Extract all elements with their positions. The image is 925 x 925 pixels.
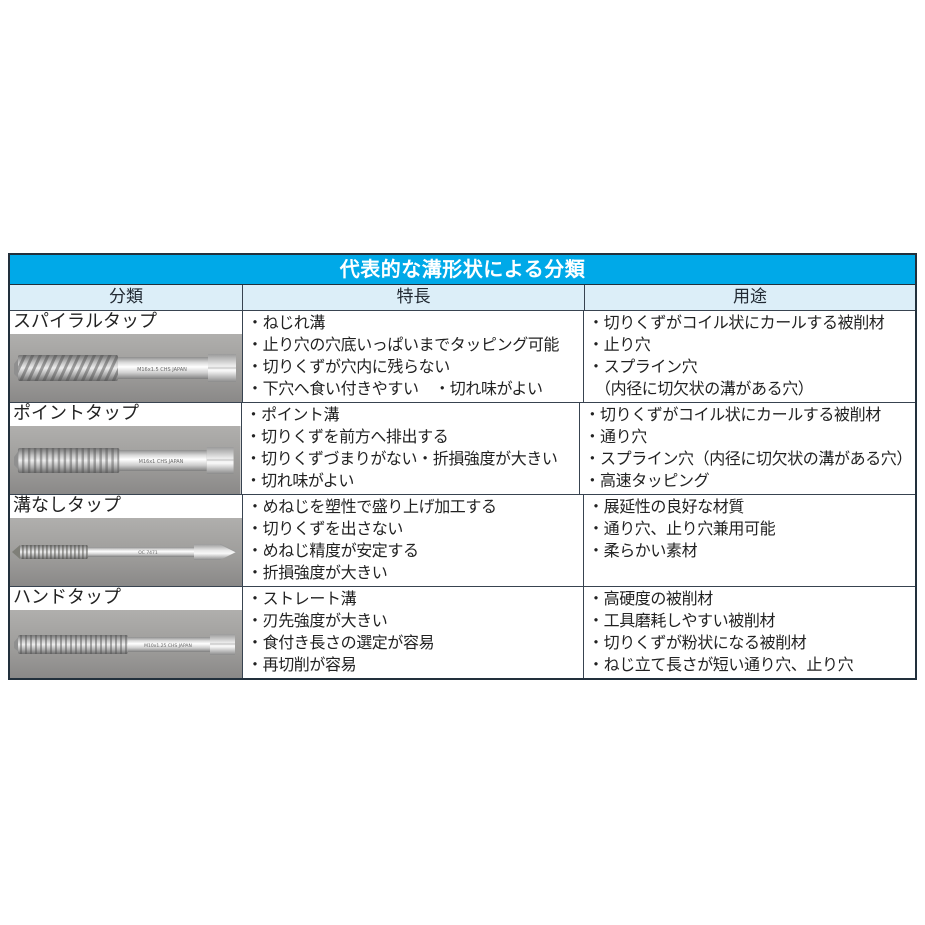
- table-row-point-tap: ポイントタップ M16x1: [10, 403, 915, 495]
- application-line: ・切りくずがコイル状にカールする被削材: [588, 313, 885, 332]
- column-header-row: 分類 特長 用途: [10, 285, 915, 311]
- tap-marking-text: M16x1.5 CHS JAPAN: [137, 367, 187, 373]
- application-line: ・高速タッピング: [584, 471, 710, 490]
- application-line: ・通り穴: [584, 427, 647, 446]
- feature-line: ・めねじ精度が安定する: [247, 541, 419, 560]
- application-line: ・高硬度の被削材: [588, 589, 713, 608]
- features-cell: ・ポイント溝 ・切りくずを前方へ排出する ・切りくずづまりがない・折損強度が大き…: [240, 403, 580, 494]
- feature-line: ・止り穴の穴底いっぱいまでタッピング可能: [247, 335, 560, 354]
- fluteless-tap-photo: OC 7471: [10, 518, 242, 586]
- application-line: ・止り穴: [588, 335, 651, 354]
- feature-line: ・切りくずを前方へ排出する: [245, 427, 449, 446]
- features-cell: ・ねじれ溝 ・止り穴の穴底いっぱいまでタッピング可能 ・切りくずが穴内に残らない…: [242, 311, 583, 402]
- classification-cell: ポイントタップ M16x1: [10, 403, 241, 494]
- column-header-classification: 分類: [109, 287, 143, 307]
- applications-cell: ・切りくずがコイル状にカールする被削材 ・止り穴 ・スプライン穴 （内径に切欠状…: [583, 311, 915, 402]
- table-row-fluteless-tap: 溝なしタップ OC 747: [10, 495, 915, 587]
- classification-cell: 溝なしタップ OC 747: [10, 495, 242, 586]
- feature-line: ・めねじを塑性で盛り上げ加工する: [247, 497, 497, 516]
- features-cell: ・ストレート溝 ・刃先強度が大きい ・食付き長さの選定が容易 ・再切削が容易: [242, 587, 583, 678]
- feature-line: ・切れ味がよい: [245, 471, 355, 490]
- feature-line: ・刃先強度が大きい: [247, 611, 388, 630]
- feature-line: ・下穴へ食い付きやすい ・切れ味がよい: [247, 379, 543, 398]
- application-line: ・柔らかい素材: [588, 541, 698, 560]
- hand-tap-photo: M10x1.25 CHS JAPAN: [10, 610, 242, 678]
- application-line: ・切りくずが粉状になる被削材: [588, 633, 807, 652]
- tap-name: 溝なしタップ: [13, 495, 121, 516]
- tap-marking-text: M16x1 CHS JAPAN: [139, 459, 184, 465]
- tap-name: ハンドタップ: [13, 587, 121, 608]
- classification-cell: スパイラルタップ: [10, 311, 242, 402]
- column-header-features: 特長: [242, 285, 584, 310]
- feature-line: ・食付き長さの選定が容易: [247, 633, 435, 652]
- tap-marking-text: M10x1.25 CHS JAPAN: [144, 643, 192, 649]
- application-line: ・ねじ立て長さが短い通り穴、止り穴: [588, 655, 854, 674]
- application-line: （内径に切欠状の溝がある穴）: [595, 379, 814, 398]
- table-row-hand-tap: ハンドタップ M10x1.: [10, 587, 915, 678]
- tap-marking-text: OC 7471: [138, 550, 158, 556]
- feature-line: ・切りくずが穴内に残らない: [247, 357, 450, 376]
- feature-line: ・切りくずを出さない: [247, 519, 404, 538]
- feature-line: ・ストレート溝: [247, 589, 357, 608]
- table-row-spiral-tap: スパイラルタップ: [10, 311, 915, 403]
- table-title: 代表的な溝形状による分類: [10, 255, 915, 285]
- tap-name: スパイラルタップ: [13, 311, 157, 332]
- spiral-tap-photo: M16x1.5 CHS JAPAN: [10, 334, 242, 402]
- application-line: ・スプライン穴: [588, 357, 698, 376]
- application-line: ・スプライン穴（内径に切欠状の溝がある穴）: [584, 449, 912, 468]
- application-line: ・工具磨耗しやすい被削材: [588, 611, 776, 630]
- application-line: ・通り穴、止り穴兼用可能: [588, 519, 776, 538]
- feature-line: ・ポイント溝: [245, 405, 340, 424]
- application-line: ・展延性の良好な材質: [588, 497, 745, 516]
- application-line: ・切りくずがコイル状にカールする被削材: [584, 405, 881, 424]
- applications-cell: ・高硬度の被削材 ・工具磨耗しやすい被削材 ・切りくずが粉状になる被削材 ・ねじ…: [583, 587, 915, 678]
- feature-line: ・ねじれ溝: [247, 313, 326, 332]
- classification-cell: ハンドタップ M10x1.: [10, 587, 242, 678]
- feature-line: ・切りくずづまりがない・折損強度が大きい: [245, 449, 558, 468]
- tap-name: ポイントタップ: [13, 403, 139, 424]
- point-tap-photo: M16x1 CHS JAPAN: [10, 426, 241, 494]
- applications-cell: ・展延性の良好な材質 ・通り穴、止り穴兼用可能 ・柔らかい素材: [583, 495, 915, 586]
- applications-cell: ・切りくずがコイル状にカールする被削材 ・通り穴 ・スプライン穴（内径に切欠状の…: [579, 403, 915, 494]
- feature-line: ・折損強度が大きい: [247, 563, 388, 582]
- features-cell: ・めねじを塑性で盛り上げ加工する ・切りくずを出さない ・めねじ精度が安定する …: [242, 495, 583, 586]
- feature-line: ・再切削が容易: [247, 655, 357, 674]
- column-header-applications: 用途: [584, 285, 915, 310]
- tap-classification-table: 代表的な溝形状による分類 分類 特長 用途 スパイラルタップ: [8, 253, 917, 680]
